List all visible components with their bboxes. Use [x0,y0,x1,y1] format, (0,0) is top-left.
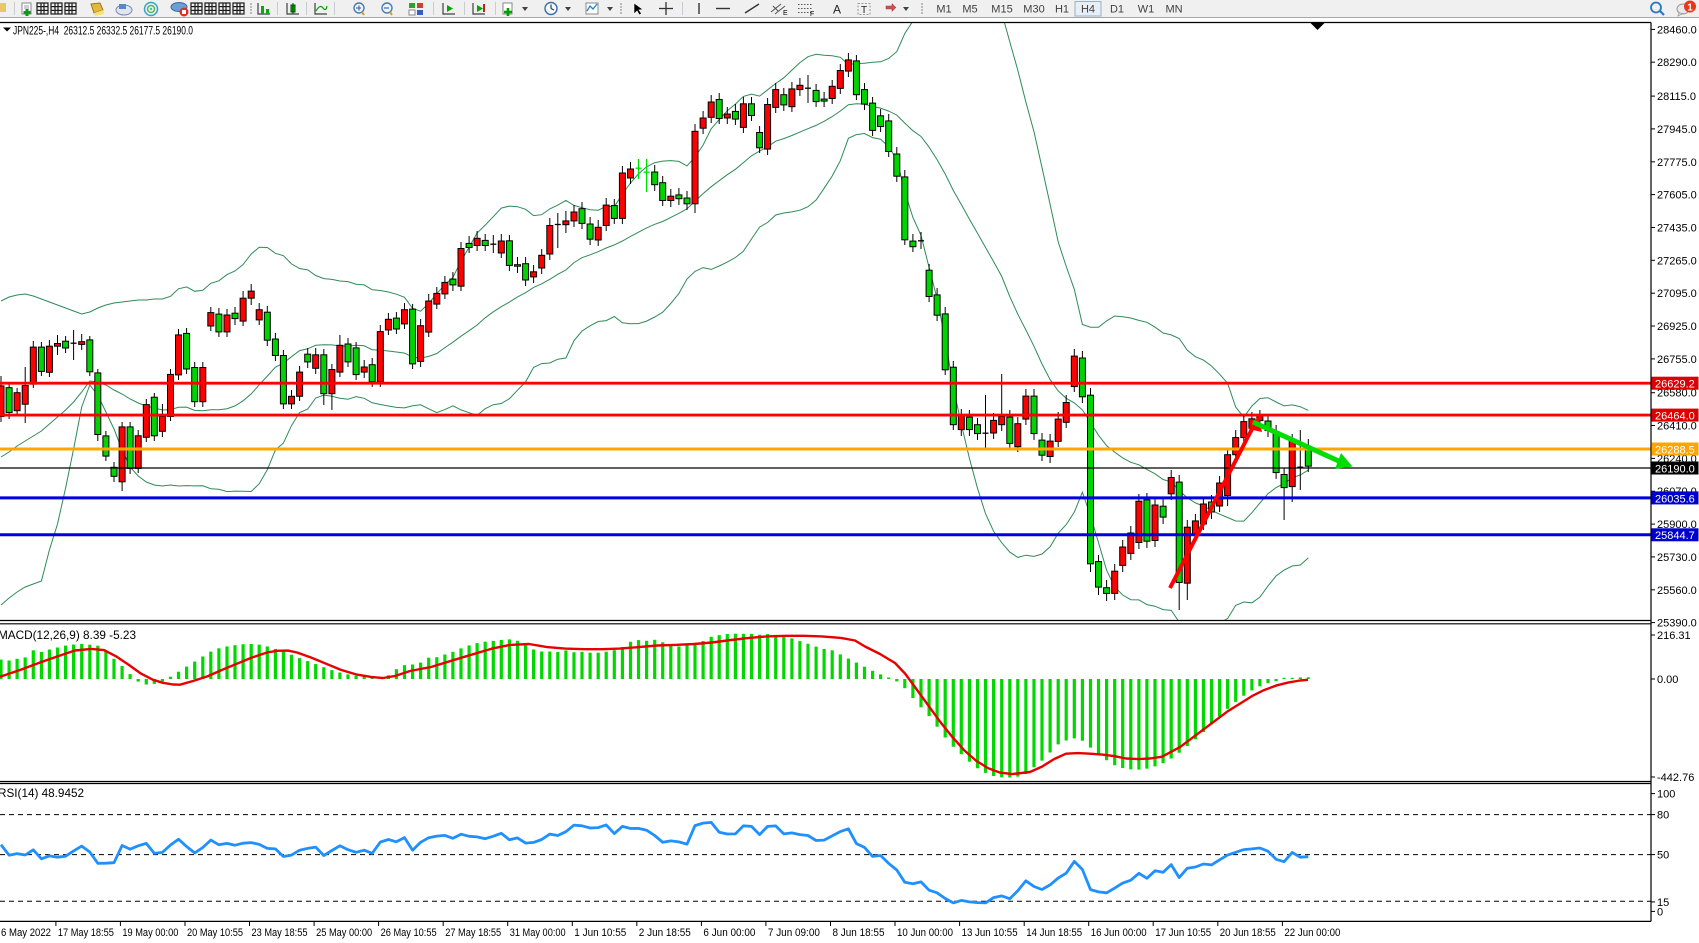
svg-text:28460.0: 28460.0 [1657,24,1697,36]
svg-text:H1: H1 [1055,4,1069,16]
svg-text:E: E [783,10,788,17]
svg-text:8 Jun 18:55: 8 Jun 18:55 [833,927,885,939]
svg-text:25 May 00:00: 25 May 00:00 [316,927,372,939]
svg-text:31 May 00:00: 31 May 00:00 [510,927,566,939]
svg-text:25560.0: 25560.0 [1657,585,1697,597]
svg-text:26035.6: 26035.6 [1655,493,1695,505]
svg-text:27605.0: 27605.0 [1657,190,1697,202]
svg-text:M1: M1 [936,4,951,16]
svg-text:7 Jun 09:00: 7 Jun 09:00 [768,927,820,939]
svg-text:26288.5: 26288.5 [1655,444,1695,456]
svg-text:10 Jun 00:00: 10 Jun 00:00 [897,927,953,939]
svg-text:17 Jun 10:55: 17 Jun 10:55 [1155,927,1211,939]
svg-text:216.31: 216.31 [1657,630,1691,642]
svg-text:RSI(14) 48.9452: RSI(14) 48.9452 [0,786,84,800]
svg-text:26629.2: 26629.2 [1655,379,1695,391]
svg-text:22 Jun 00:00: 22 Jun 00:00 [1284,927,1340,939]
svg-text:0: 0 [1657,907,1663,919]
svg-text:19 May 00:00: 19 May 00:00 [122,927,178,939]
svg-text:25900.0: 25900.0 [1657,519,1697,531]
svg-text:80: 80 [1657,810,1669,822]
svg-text:26190.0: 26190.0 [1655,463,1695,475]
svg-text:A: A [833,3,841,17]
svg-text:1 Jun 10:55: 1 Jun 10:55 [574,927,626,939]
svg-text:27265.0: 27265.0 [1657,255,1697,267]
svg-text:W1: W1 [1138,4,1155,16]
svg-text:26580.0: 26580.0 [1657,388,1697,400]
svg-text:25844.7: 25844.7 [1655,530,1695,542]
svg-text:26464.0: 26464.0 [1655,411,1695,423]
svg-text:6 Jun 00:00: 6 Jun 00:00 [703,927,755,939]
svg-text:2 Jun 18:55: 2 Jun 18:55 [639,927,691,939]
svg-text:13 Jun 10:55: 13 Jun 10:55 [962,927,1018,939]
svg-text:M5: M5 [962,4,977,16]
svg-text:25390.0: 25390.0 [1657,618,1697,630]
svg-text:M30: M30 [1023,4,1044,16]
svg-text:D1: D1 [1110,4,1124,16]
svg-text:20 May 10:55: 20 May 10:55 [187,927,243,939]
svg-text:27775.0: 27775.0 [1657,157,1697,169]
svg-text:27435.0: 27435.0 [1657,223,1697,235]
svg-text:F: F [810,11,814,18]
svg-text:T: T [861,5,867,16]
svg-text:16 Jun 00:00: 16 Jun 00:00 [1091,927,1147,939]
svg-text:26925.0: 26925.0 [1657,321,1697,333]
svg-text:M15: M15 [991,4,1012,16]
svg-text:50: 50 [1657,850,1669,862]
svg-text:0.00: 0.00 [1657,674,1678,686]
svg-text:6 May 2022: 6 May 2022 [1,927,51,939]
svg-text:27945.0: 27945.0 [1657,124,1697,136]
svg-text:MN: MN [1165,4,1182,16]
svg-text:26755.0: 26755.0 [1657,354,1697,366]
svg-text:100: 100 [1657,789,1675,801]
svg-text:28115.0: 28115.0 [1657,91,1696,103]
svg-text:-442.76: -442.76 [1657,772,1694,784]
svg-text:27 May 18:55: 27 May 18:55 [445,927,501,939]
svg-text:15: 15 [1657,897,1669,909]
svg-text:14 Jun 18:55: 14 Jun 18:55 [1026,927,1082,939]
svg-text:H4: H4 [1081,4,1095,16]
svg-text:JPN225-,H4 26312.5 26332.5 26: JPN225-,H4 26312.5 26332.5 26177.5 26190… [13,26,193,38]
svg-text:28290.0: 28290.0 [1657,57,1697,69]
svg-text:1: 1 [1687,3,1693,14]
svg-text:26 May 10:55: 26 May 10:55 [381,927,437,939]
svg-text:23 May 18:55: 23 May 18:55 [252,927,308,939]
svg-text:MACD(12,26,9) 8.39 -5.23: MACD(12,26,9) 8.39 -5.23 [0,628,136,642]
svg-text:27095.0: 27095.0 [1657,288,1697,300]
svg-text:25730.0: 25730.0 [1657,552,1697,564]
svg-text:20 Jun 18:55: 20 Jun 18:55 [1220,927,1276,939]
svg-text:26410.0: 26410.0 [1657,421,1697,433]
svg-text:17 May 18:55: 17 May 18:55 [58,927,114,939]
